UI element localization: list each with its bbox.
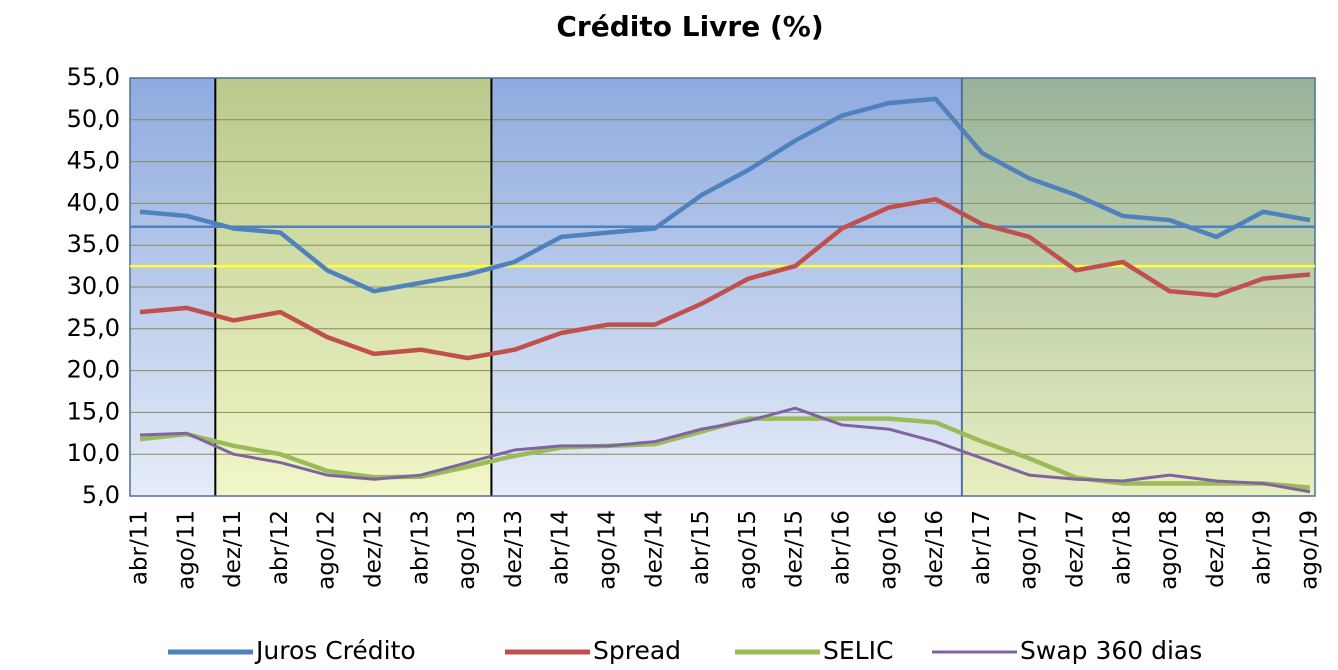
legend-label: Swap 360 dias: [1020, 636, 1202, 665]
y-tick-label: 5,0: [82, 481, 120, 509]
y-tick-label: 55,0: [67, 63, 120, 91]
series-line: [139, 96, 1311, 294]
x-tick-label: ago/11: [173, 510, 199, 590]
y-tick-label: 30,0: [67, 272, 120, 300]
x-tick-label: abr/15: [688, 510, 714, 585]
y-tick-label: 25,0: [67, 314, 120, 342]
x-tick-label: ago/17: [1016, 510, 1042, 590]
x-tick-label: dez/17: [1063, 510, 1089, 588]
x-tick-label: abr/11: [127, 510, 153, 585]
series-line: [139, 196, 1311, 361]
x-tick-label: ago/13: [454, 510, 480, 590]
x-tick-label: abr/18: [1109, 510, 1135, 585]
legend-label: SELIC: [823, 636, 893, 665]
y-tick-label: 50,0: [67, 105, 120, 133]
y-tick-label: 35,0: [67, 230, 120, 258]
y-tick-label: 20,0: [67, 356, 120, 384]
x-tick-label: ago/15: [735, 510, 761, 590]
legend-label: Spread: [593, 636, 681, 665]
y-tick-label: 40,0: [67, 188, 120, 216]
x-tick-label: abr/12: [267, 510, 293, 585]
x-tick-label: dez/15: [782, 510, 808, 588]
x-tick-label: abr/13: [407, 510, 433, 585]
x-tick-label: ago/14: [595, 510, 621, 590]
x-tick-label: dez/16: [922, 510, 948, 588]
x-tick-label: dez/11: [220, 510, 246, 588]
x-tick-label: ago/18: [1156, 510, 1182, 590]
x-tick-label: abr/16: [829, 510, 855, 585]
x-tick-label: abr/17: [969, 510, 995, 585]
series-line: [139, 406, 1311, 494]
y-tick-label: 45,0: [67, 147, 120, 175]
x-tick-label: abr/14: [548, 510, 574, 585]
x-tick-label: dez/18: [1203, 510, 1229, 588]
x-tick-label: dez/14: [641, 510, 667, 588]
x-tick-label: ago/16: [875, 510, 901, 590]
chart-title: Crédito Livre (%): [556, 10, 823, 43]
x-tick-label: dez/13: [501, 510, 527, 588]
x-tick-label: dez/12: [361, 510, 387, 588]
x-tick-label: ago/19: [1297, 510, 1323, 590]
x-tick-label: abr/19: [1250, 510, 1276, 585]
plot-frame: [129, 77, 1316, 497]
y-tick-label: 15,0: [67, 397, 120, 425]
x-tick-label: ago/12: [314, 510, 340, 590]
legend-label: Juros Crédito: [254, 636, 416, 665]
y-tick-label: 10,0: [67, 439, 120, 467]
